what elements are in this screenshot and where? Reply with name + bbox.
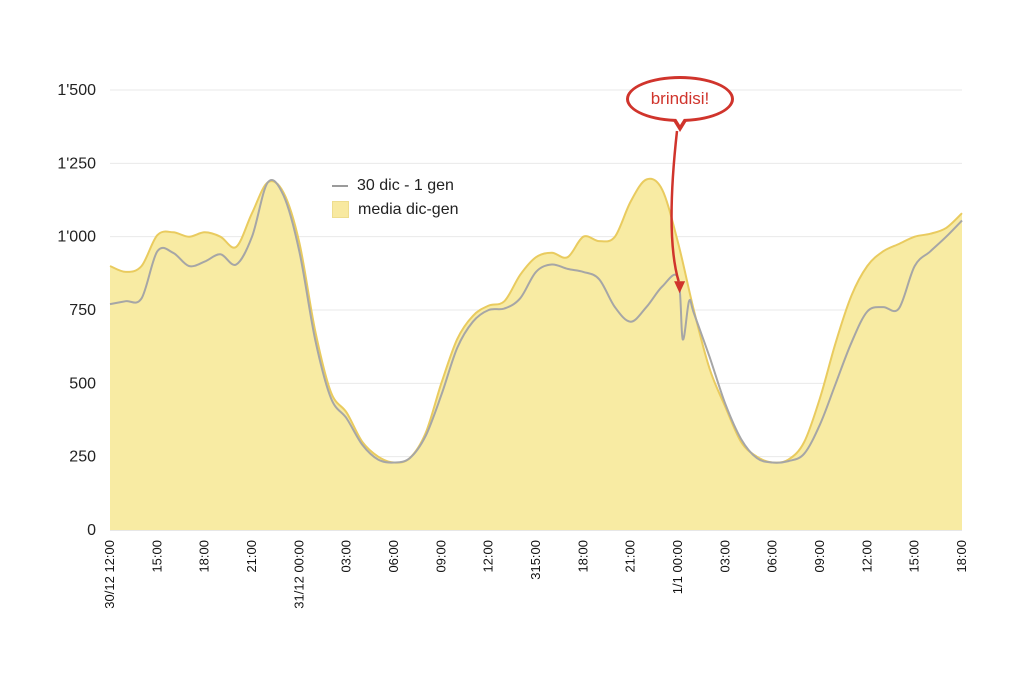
annotation-text: brindisi! [650, 89, 710, 108]
area-series-outline [109, 177, 963, 464]
x-axis-tick-label: 18:00 [575, 540, 590, 573]
y-axis-tick-label: 250 [69, 449, 96, 466]
x-axis-labels: 30/12 12:00 15:00 18:00 21:00 31/12 00:00 03:… [102, 540, 969, 609]
line-series-actual [109, 179, 963, 464]
y-axis-tick-label: 500 [69, 375, 96, 392]
y-axis-tick-label: 1'000 [57, 229, 96, 246]
annotation-bubble: brindisi! [626, 76, 734, 132]
x-axis-tick-label: 15:00 [149, 540, 164, 573]
x-axis-tick-label: 315:00 [528, 540, 543, 580]
area-series-swatch [332, 201, 349, 218]
x-axis-tick-label: 30/12 12:00 [102, 540, 117, 609]
x-axis-tick-label: 03:00 [339, 540, 354, 573]
x-axis-tick-label: 06:00 [765, 540, 780, 573]
line-series-swatch [332, 184, 348, 187]
x-axis-tick-label: 15:00 [907, 540, 922, 573]
y-axis-tick-label: 0 [87, 522, 96, 539]
legend-item-actual: 30 dic - 1 gen [332, 176, 459, 195]
legend: 30 dic - 1 gen media dic-gen [332, 176, 459, 219]
legend-item-media: media dic-gen [332, 200, 459, 219]
annotation-arrow [670, 130, 680, 282]
legend-label-media: media dic-gen [358, 200, 459, 218]
x-axis-tick-label: 12:00 [481, 540, 496, 573]
x-axis-tick-label: 03:00 [717, 540, 732, 573]
x-axis-tick-label: 09:00 [812, 540, 827, 573]
annotation-arrowhead [674, 281, 686, 294]
x-axis-tick-label: 18:00 [954, 540, 969, 573]
y-axis-tick-label: 750 [69, 302, 96, 319]
x-axis-tick-label: 31/12 00:00 [291, 540, 306, 609]
area-series-media [110, 178, 962, 531]
x-axis-tick-label: 12:00 [859, 540, 874, 573]
x-axis-tick-label: 06:00 [386, 540, 401, 573]
x-axis-tick-label: 18:00 [197, 540, 212, 573]
x-axis-tick-label: 1/1 00:00 [670, 540, 685, 594]
x-axis-tick-label: 21:00 [623, 540, 638, 573]
x-axis-tick-label: 09:00 [433, 540, 448, 573]
x-axis-tick-label: 21:00 [244, 540, 259, 573]
y-axis-tick-label: 1'250 [57, 155, 96, 172]
y-axis-tick-label: 1'500 [57, 82, 96, 99]
legend-label-actual: 30 dic - 1 gen [357, 176, 454, 194]
